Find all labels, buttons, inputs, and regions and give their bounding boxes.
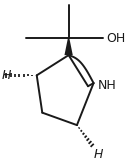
Text: OH: OH [106, 32, 125, 45]
Text: NH: NH [98, 79, 116, 92]
Text: H: H [2, 69, 11, 82]
Polygon shape [64, 38, 73, 55]
Text: H: H [94, 148, 103, 161]
